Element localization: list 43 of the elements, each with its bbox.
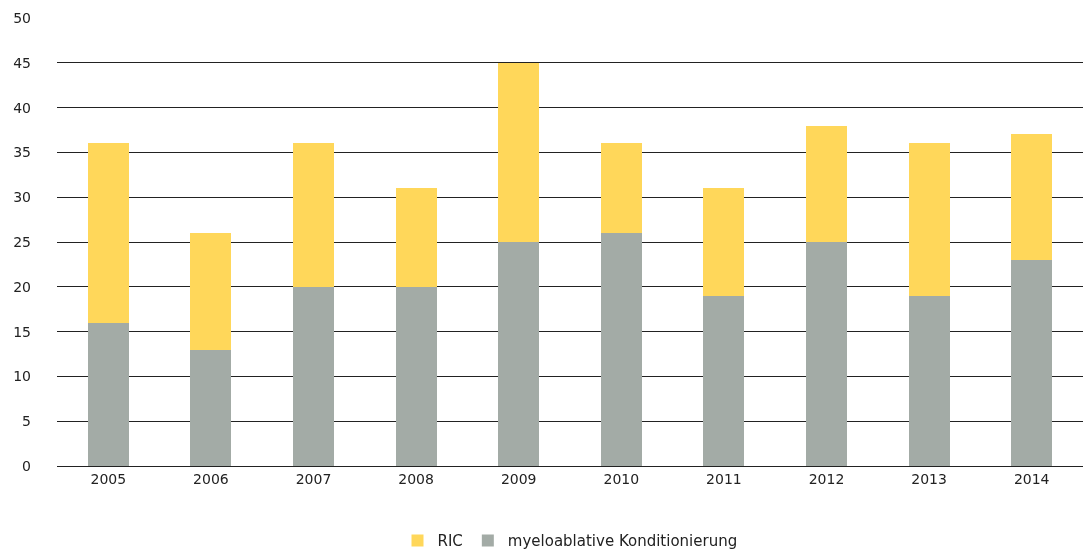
bar (87, 322, 129, 466)
bar (805, 242, 848, 466)
x-tick-label: 2009 (500, 470, 537, 487)
x-tick-label: 2005 (90, 470, 127, 487)
bar (292, 143, 335, 287)
bar (600, 233, 642, 466)
bar (190, 233, 232, 350)
x-tick-label: 2012 (808, 470, 845, 487)
y-tick-label: 0 (22, 457, 31, 474)
y-tick-label: 45 (13, 54, 31, 71)
y-tick-label: 35 (13, 144, 31, 161)
bar (600, 143, 642, 234)
x-tick-label: 2006 (193, 470, 229, 487)
y-tick-label: 50 (13, 9, 31, 26)
bar (292, 286, 335, 466)
x-tick-label: 2008 (398, 470, 434, 487)
bar (908, 295, 950, 466)
bar (498, 242, 540, 466)
bar (87, 143, 129, 323)
bar (498, 62, 540, 242)
bar (805, 125, 848, 242)
bar (395, 188, 437, 287)
bar (1011, 134, 1053, 260)
x-tick-label: 2010 (603, 470, 640, 487)
legend-label: RIC (437, 532, 463, 551)
bar (908, 143, 950, 296)
bar (703, 295, 745, 466)
y-tick-label: 25 (13, 233, 31, 250)
bar (395, 286, 437, 466)
x-tick-label: 2013 (911, 470, 947, 487)
y-tick-label: 30 (13, 189, 31, 206)
y-tick-label: 40 (13, 99, 31, 116)
bar (703, 188, 745, 296)
y-tick-label: 5 (22, 413, 31, 430)
x-tick-label: 2007 (295, 470, 332, 487)
x-tick-label: 2011 (706, 470, 742, 487)
y-tick-label: 10 (13, 368, 31, 385)
legend-label: myeloablative Konditionierung (507, 532, 738, 551)
bar (190, 349, 232, 466)
bar (1011, 259, 1053, 466)
y-tick-label: 15 (13, 323, 31, 340)
x-tick-label: 2014 (1013, 470, 1050, 487)
y-tick-label: 20 (13, 278, 31, 295)
